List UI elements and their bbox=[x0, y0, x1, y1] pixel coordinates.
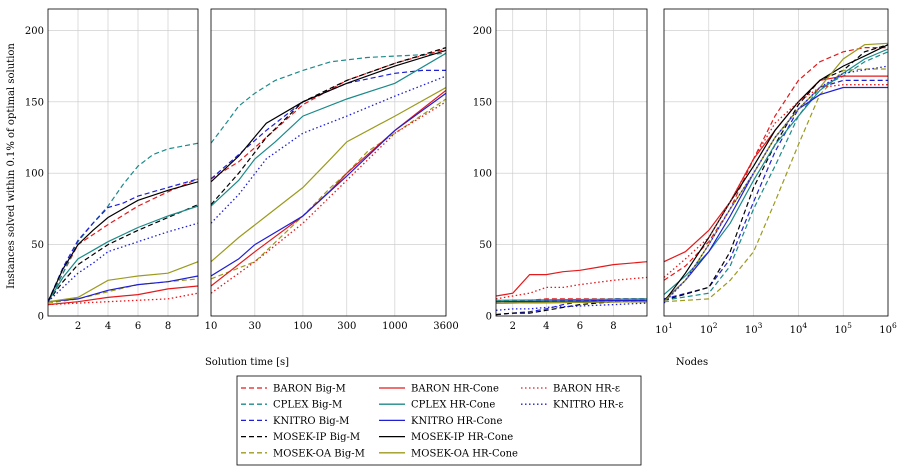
panel-frame bbox=[210, 8, 447, 317]
x-tick-label: 1000 bbox=[382, 321, 407, 332]
x-tick-label: 4 bbox=[105, 321, 111, 332]
series-line-knitro-big-m bbox=[664, 79, 888, 300]
y-tick-label: 100 bbox=[473, 169, 492, 180]
x-tick-label: 300 bbox=[337, 321, 356, 332]
x-tick-label: 8 bbox=[610, 321, 616, 332]
y-axis-label: Instances solved within 0.1% of optimal … bbox=[6, 43, 17, 289]
x-tick-label: 103 bbox=[745, 321, 763, 336]
panel-nodes-linear: 0 50 100 150 200 2 4 6 8 bbox=[473, 8, 648, 332]
x-tick-label: 3600 bbox=[433, 321, 458, 332]
legend-label: MOSEK-IP Big-M bbox=[273, 432, 360, 443]
series-line-mosek-oa-hr-cone bbox=[664, 42, 888, 303]
legend: BARON Big-M CPLEX Big-M KNITRO Big-M MOSEK-… bbox=[236, 375, 642, 466]
y-tick-label: 150 bbox=[25, 97, 44, 108]
series-line-cplex-hr-cone bbox=[48, 205, 198, 303]
legend-label: BARON HR-ε bbox=[553, 384, 620, 395]
series-line-cplex-hr-cone bbox=[496, 298, 647, 301]
series-line-baron-hr- bbox=[211, 101, 446, 294]
series-line-knitro-hr- bbox=[211, 75, 446, 224]
legend-label: CPLEX HR-Cone bbox=[411, 400, 495, 411]
x-axis-label-time: Solution time [s] bbox=[205, 357, 289, 368]
series-line-mosek-oa-big-m bbox=[664, 68, 888, 303]
legend-label: KNITRO HR-Cone bbox=[411, 416, 502, 427]
panel-frame bbox=[663, 8, 889, 317]
series-line-knitro-hr-cone bbox=[664, 86, 888, 301]
series-line-baron-big-m bbox=[664, 47, 888, 281]
y-tick-label: 0 bbox=[38, 312, 44, 323]
legend-label: MOSEK-OA Big-M bbox=[273, 448, 365, 459]
series-line-knitro-big-m bbox=[48, 178, 198, 302]
series-line-cplex-big-m bbox=[211, 52, 446, 144]
legend-label: KNITRO Big-M bbox=[273, 416, 349, 427]
x-tick-label: 102 bbox=[700, 321, 718, 336]
series-line-mosek-ip-hr-cone bbox=[48, 181, 198, 302]
series-line-mosek-ip-hr-cone bbox=[211, 49, 446, 183]
x-tick-label: 2 bbox=[75, 321, 81, 332]
panel-time-linear: 0 50 100 150 200 2 4 6 8 bbox=[25, 8, 199, 332]
x-tick-label: 100 bbox=[293, 321, 312, 332]
plot-panels: 0 50 100 150 200 2 4 6 8 10 30 100 300 1000 3600 0 50 100… bbox=[25, 8, 897, 336]
x-tick-label: 101 bbox=[655, 321, 673, 336]
y-tick-label: 50 bbox=[479, 240, 492, 251]
series-line-cplex-hr-cone bbox=[211, 52, 446, 207]
series-line-baron-hr-cone bbox=[496, 261, 647, 297]
series-line-baron-hr- bbox=[664, 84, 888, 278]
x-tick-label: 6 bbox=[577, 321, 583, 332]
x-tick-label: 105 bbox=[834, 321, 852, 336]
series-line-knitro-hr-cone bbox=[496, 299, 647, 303]
series-line-mosek-oa-hr-cone bbox=[496, 301, 647, 304]
panel-frame bbox=[47, 8, 199, 317]
series-line-cplex-hr-cone bbox=[664, 48, 888, 296]
series-line-knitro-hr-cone bbox=[48, 275, 198, 303]
x-tick-label: 4 bbox=[543, 321, 549, 332]
series-line-baron-hr-cone bbox=[48, 285, 198, 306]
series-line-mosek-ip-hr-cone bbox=[664, 44, 888, 303]
legend-label: BARON HR-Cone bbox=[411, 384, 499, 395]
x-tick-label: 6 bbox=[135, 321, 141, 332]
series-line-baron-hr-cone bbox=[211, 89, 446, 287]
y-tick-label: 0 bbox=[486, 312, 492, 323]
legend-box bbox=[236, 375, 642, 466]
series-line-mosek-oa-hr-cone bbox=[211, 86, 446, 263]
legend-label: BARON Big-M bbox=[273, 384, 346, 395]
x-tick-label: 30 bbox=[248, 321, 261, 332]
series-line-baron-big-m bbox=[211, 48, 446, 180]
legend-label: MOSEK-IP HR-Cone bbox=[411, 432, 513, 443]
series-line-knitro-hr- bbox=[664, 65, 888, 304]
y-tick-label: 200 bbox=[473, 26, 492, 37]
y-tick-label: 150 bbox=[473, 97, 492, 108]
x-tick-label: 104 bbox=[790, 321, 808, 336]
series-line-mosek-oa-big-m bbox=[211, 98, 446, 280]
legend-label: CPLEX Big-M bbox=[273, 400, 342, 411]
series-line-baron-hr- bbox=[496, 276, 647, 300]
series-line-knitro-hr- bbox=[48, 222, 198, 303]
series-line-mosek-oa-hr-cone bbox=[48, 261, 198, 303]
x-tick-label: 106 bbox=[879, 321, 897, 336]
panel-frame bbox=[495, 8, 648, 317]
x-tick-label: 2 bbox=[510, 321, 516, 332]
series-line-baron-hr-cone bbox=[664, 75, 888, 263]
legend-label: MOSEK-OA HR-Cone bbox=[411, 448, 518, 459]
series-line-knitro-hr- bbox=[496, 302, 647, 311]
y-tick-label: 100 bbox=[25, 169, 44, 180]
x-axis-label-nodes: Nodes bbox=[676, 357, 708, 368]
series-line-baron-hr- bbox=[48, 292, 198, 306]
y-tick-label: 50 bbox=[31, 240, 44, 251]
series-line-knitro-hr-cone bbox=[211, 92, 446, 277]
series-line-knitro-big-m bbox=[211, 69, 446, 180]
x-tick-label: 8 bbox=[165, 321, 171, 332]
panel-nodes-log: 101 102 103 104 105 106 bbox=[655, 8, 897, 336]
panel-time-log: 10 30 100 300 1000 3600 bbox=[205, 8, 459, 332]
series-line-baron-big-m bbox=[48, 178, 198, 302]
series-line-cplex-big-m bbox=[664, 51, 888, 301]
legend-label: KNITRO HR-ε bbox=[553, 400, 624, 411]
x-tick-label: 10 bbox=[205, 321, 218, 332]
y-tick-label: 200 bbox=[25, 26, 44, 37]
series-line-mosek-ip-big-m bbox=[48, 204, 198, 303]
